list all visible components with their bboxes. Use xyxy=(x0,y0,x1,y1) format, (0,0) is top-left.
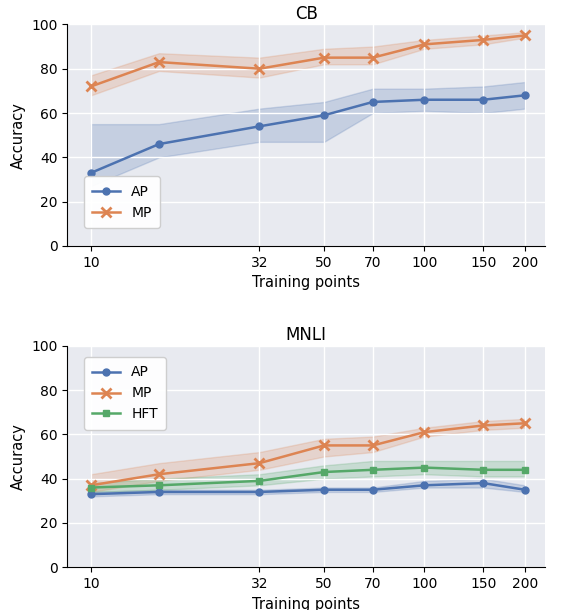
Line: MP: MP xyxy=(86,418,530,490)
AP xyxy=(421,482,428,489)
Legend: AP, MP: AP, MP xyxy=(84,176,160,228)
MP xyxy=(88,83,94,90)
MP xyxy=(321,442,328,449)
HFT xyxy=(88,484,94,491)
AP xyxy=(421,96,428,104)
AP xyxy=(88,490,94,498)
MP xyxy=(156,59,162,66)
AP xyxy=(522,486,528,493)
MP xyxy=(421,428,428,436)
MP xyxy=(369,54,376,61)
HFT xyxy=(321,468,328,476)
MP xyxy=(480,422,487,429)
AP xyxy=(256,488,263,495)
AP xyxy=(522,92,528,99)
HFT xyxy=(369,466,376,473)
MP xyxy=(321,54,328,61)
Title: MNLI: MNLI xyxy=(286,326,327,344)
MP xyxy=(421,41,428,48)
HFT xyxy=(421,464,428,472)
Line: MP: MP xyxy=(86,30,530,92)
HFT xyxy=(480,466,487,473)
Y-axis label: Accuracy: Accuracy xyxy=(11,423,26,490)
MP xyxy=(256,65,263,73)
AP xyxy=(321,486,328,493)
AP xyxy=(256,123,263,130)
HFT xyxy=(522,466,528,473)
X-axis label: Training points: Training points xyxy=(252,597,360,610)
AP xyxy=(156,140,162,148)
AP xyxy=(321,112,328,119)
Y-axis label: Accuracy: Accuracy xyxy=(11,102,26,168)
AP xyxy=(369,98,376,106)
AP xyxy=(369,486,376,493)
AP xyxy=(88,169,94,176)
Line: AP: AP xyxy=(88,92,528,176)
Line: HFT: HFT xyxy=(88,464,528,491)
Title: CB: CB xyxy=(295,5,318,23)
HFT xyxy=(156,482,162,489)
MP xyxy=(256,459,263,467)
Legend: AP, MP, HFT: AP, MP, HFT xyxy=(84,357,166,429)
MP xyxy=(88,482,94,489)
MP xyxy=(369,442,376,449)
Line: AP: AP xyxy=(88,479,528,498)
MP xyxy=(156,470,162,478)
MP xyxy=(522,32,528,39)
HFT xyxy=(256,477,263,484)
AP xyxy=(480,96,487,104)
AP xyxy=(156,488,162,495)
AP xyxy=(480,479,487,487)
X-axis label: Training points: Training points xyxy=(252,275,360,290)
MP xyxy=(480,36,487,43)
MP xyxy=(522,420,528,427)
